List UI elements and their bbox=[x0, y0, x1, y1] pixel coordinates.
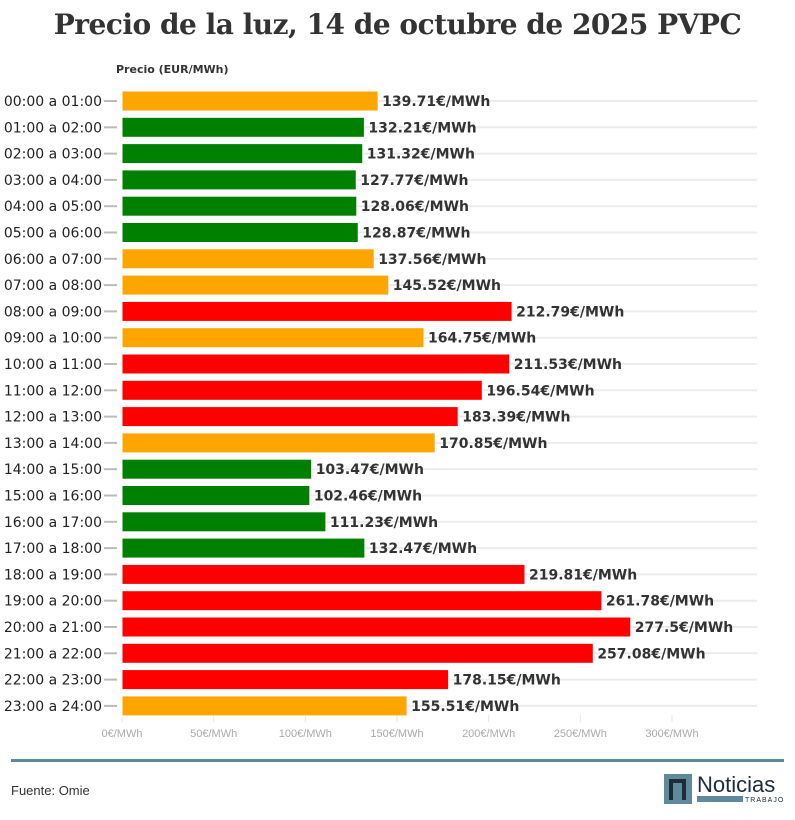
bar bbox=[121, 353, 511, 375]
bar bbox=[121, 669, 450, 691]
data-label: 139.71€/MWh bbox=[382, 94, 490, 110]
bar bbox=[121, 274, 390, 296]
y-tick-label: 16:00 a 17:00 bbox=[4, 515, 102, 531]
bar bbox=[121, 248, 375, 270]
y-tick-label: 01:00 a 02:00 bbox=[4, 120, 102, 136]
y-tick-label: 07:00 a 08:00 bbox=[4, 278, 102, 294]
y-tick-label: 23:00 a 24:00 bbox=[4, 699, 102, 715]
data-label: 102.46€/MWh bbox=[314, 489, 422, 505]
data-label: 277.5€/MWh bbox=[635, 620, 733, 636]
y-tick-label: 06:00 a 07:00 bbox=[4, 252, 102, 268]
x-tick-label: 150€/MWh bbox=[370, 728, 423, 740]
y-tick-label: 04:00 a 05:00 bbox=[4, 199, 102, 215]
y-tick-label: 02:00 a 03:00 bbox=[4, 147, 102, 163]
data-label: 261.78€/MWh bbox=[606, 594, 714, 610]
bar-chart: Precio (EUR/MWh) 0€/MWh 50€/MWh 100€/MWh 150… bbox=[4, 63, 757, 740]
svg-text:TRABAJO: TRABAJO bbox=[745, 797, 784, 804]
x-tick-label: 200€/MWh bbox=[462, 728, 515, 740]
data-label: 183.39€/MWh bbox=[462, 410, 570, 426]
y-tick-label: 17:00 a 18:00 bbox=[4, 541, 102, 557]
data-label: 132.47€/MWh bbox=[369, 541, 477, 557]
y-tick-label: 14:00 a 15:00 bbox=[4, 462, 102, 478]
data-label: 257.08€/MWh bbox=[597, 646, 705, 662]
bar bbox=[121, 695, 408, 717]
data-label: 137.56€/MWh bbox=[378, 252, 486, 268]
y-tick-label: 22:00 a 23:00 bbox=[4, 673, 102, 689]
bar bbox=[121, 90, 379, 112]
bar bbox=[121, 537, 366, 559]
x-tick-label: 300€/MWh bbox=[645, 728, 698, 740]
y-tick-label: 05:00 a 06:00 bbox=[4, 226, 102, 242]
data-label: 145.52€/MWh bbox=[393, 278, 501, 294]
data-label: 211.53€/MWh bbox=[514, 357, 622, 373]
bar bbox=[121, 222, 359, 243]
data-label: 196.54€/MWh bbox=[486, 383, 594, 399]
data-label: 132.21€/MWh bbox=[368, 120, 476, 136]
data-label: 127.77€/MWh bbox=[360, 173, 468, 189]
x-tick-label: 100€/MWh bbox=[279, 728, 332, 740]
divider bbox=[11, 759, 784, 762]
data-label: 111.23€/MWh bbox=[330, 515, 438, 531]
bar bbox=[121, 169, 357, 191]
y-tick-label: 19:00 a 20:00 bbox=[4, 594, 102, 610]
data-label: 128.87€/MWh bbox=[362, 226, 470, 242]
data-label: 131.32€/MWh bbox=[367, 147, 475, 163]
bar bbox=[121, 116, 365, 138]
y-tick-label: 03:00 a 04:00 bbox=[4, 173, 102, 189]
y-tick-label: 11:00 a 12:00 bbox=[4, 383, 102, 399]
y-tick-label: 08:00 a 09:00 bbox=[4, 304, 102, 320]
y-tick-label: 13:00 a 14:00 bbox=[4, 436, 102, 452]
y-tick-label: 09:00 a 10:00 bbox=[4, 331, 102, 347]
data-label: 212.79€/MWh bbox=[516, 304, 624, 320]
bar bbox=[121, 327, 425, 349]
chart-title: Precio de la luz, 14 de octubre de 2025 … bbox=[53, 8, 742, 41]
y-tick-label: 10:00 a 11:00 bbox=[4, 357, 102, 373]
y-tick-label: 20:00 a 21:00 bbox=[4, 620, 102, 636]
svg-text:Noticias: Noticias bbox=[697, 772, 775, 797]
bar bbox=[121, 642, 594, 664]
y-tick-label: 15:00 a 16:00 bbox=[4, 489, 102, 505]
data-label: 164.75€/MWh bbox=[428, 331, 536, 347]
data-label: 178.15€/MWh bbox=[453, 673, 561, 689]
bar bbox=[121, 406, 459, 428]
bar bbox=[121, 143, 364, 165]
data-label: 170.85€/MWh bbox=[439, 436, 547, 452]
y-tick-label: 18:00 a 19:00 bbox=[4, 567, 102, 583]
bar bbox=[121, 563, 526, 585]
x-tick-label: 250€/MWh bbox=[554, 728, 607, 740]
noticias-trabajo-logo: Noticias TRABAJO bbox=[664, 772, 784, 804]
y-tick-label: 12:00 a 13:00 bbox=[4, 410, 102, 426]
data-label: 128.06€/MWh bbox=[361, 199, 469, 215]
bar bbox=[121, 432, 436, 454]
bar bbox=[121, 379, 483, 401]
bar bbox=[121, 485, 311, 506]
x-tick-label: 0€/MWh bbox=[102, 728, 143, 740]
bar bbox=[121, 616, 632, 638]
bar bbox=[121, 300, 513, 322]
bar bbox=[121, 195, 358, 217]
y-tick-label: 21:00 a 22:00 bbox=[4, 646, 102, 662]
data-label: 155.51€/MWh bbox=[411, 699, 519, 715]
x-tick-label: 50€/MWh bbox=[190, 728, 237, 740]
data-label: 103.47€/MWh bbox=[316, 462, 424, 478]
source-note: Fuente: Omie bbox=[11, 783, 90, 798]
y-tick-label: 00:00 a 01:00 bbox=[4, 94, 102, 110]
y-axis-title: Precio (EUR/MWh) bbox=[116, 63, 229, 76]
data-label: 219.81€/MWh bbox=[529, 567, 637, 583]
bar bbox=[121, 511, 327, 533]
bar bbox=[121, 590, 603, 612]
bar bbox=[121, 458, 313, 480]
